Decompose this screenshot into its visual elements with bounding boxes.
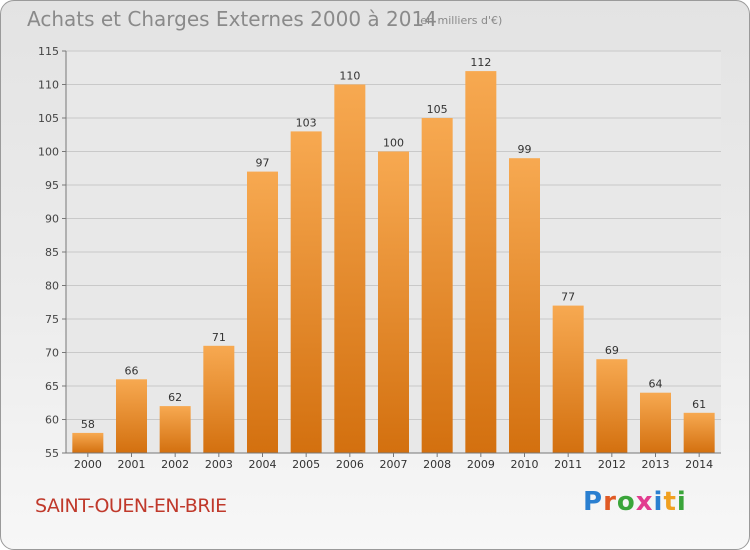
y-tick-label: 115 [38,45,59,58]
data-label-2014: 61 [692,398,706,411]
logo-letter: i [676,487,687,517]
axes: 55 60 65 70 75 80 85 90 95 100 105 110 115 2000 2001 20… [38,45,721,471]
data-label-2008: 105 [427,103,448,116]
bar-2012 [596,359,628,453]
y-tick-label: 80 [45,280,59,293]
x-tick-label-2001: 2001 [118,458,146,471]
bar-2002 [159,406,191,453]
y-tick-label: 70 [45,347,59,360]
y-tick-label: 105 [38,112,59,125]
data-label-2004: 97 [256,157,270,170]
bar-2005 [290,131,322,453]
y-tick-label: 75 [45,313,59,326]
data-label-2011: 77 [561,291,575,304]
logo-letter: r [603,487,617,517]
x-tick-label-2003: 2003 [205,458,233,471]
y-tick-label: 90 [45,213,59,226]
data-label-2002: 62 [168,391,182,404]
bar-2011 [552,305,584,453]
x-tick-label-2002: 2002 [161,458,189,471]
bar-2004 [247,171,278,453]
logo-letter: x [635,487,654,517]
y-tick-label: 65 [45,380,59,393]
bar-2000 [72,432,104,453]
y-tick-label: 100 [38,146,59,159]
data-label-2003: 71 [212,331,226,344]
x-tick-label-2014: 2014 [685,458,713,471]
bar-2010 [509,158,540,453]
bar-2007 [378,151,409,453]
bar-2008 [421,118,453,453]
x-tick-label-2012: 2012 [598,458,626,471]
y-tick-label: 95 [45,179,59,192]
x-tick-label-2006: 2006 [336,458,364,471]
data-label-2007: 100 [383,137,404,150]
logo-letter: P [583,487,604,517]
data-label-2000: 58 [81,418,95,431]
x-tick-label-2007: 2007 [380,458,408,471]
bar-2009 [465,71,497,453]
data-label-2005: 103 [296,116,317,129]
bars: 58 66 62 71 97 103 110 100 105 112 99 77 69 64 61 [72,56,715,453]
commune-name: SAINT-OUEN-EN-BRIE [35,495,227,517]
data-label-2009: 112 [470,56,491,69]
bar-2014 [683,412,715,453]
chart-unit: (en milliers d'€) [416,14,503,27]
bar-2003 [203,345,235,453]
bar-2006 [334,84,366,453]
data-label-2010: 99 [518,143,532,156]
y-tick-label: 110 [38,79,59,92]
chart-title: Achats et Charges Externes 2000 à 2014 [27,7,437,31]
logo-letter: i [653,487,664,517]
x-tick-label-2000: 2000 [74,458,102,471]
bar-2013 [640,392,671,453]
x-tick-label-2009: 2009 [467,458,495,471]
logo-letter: t [663,487,677,517]
data-label-2013: 64 [649,378,663,391]
proxiti-logo[interactable]: Proxiti [583,487,687,517]
y-tick-label: 60 [45,414,59,427]
x-tick-label-2011: 2011 [554,458,582,471]
x-tick-label-2004: 2004 [249,458,277,471]
y-tick-label: 55 [45,447,59,460]
data-label-2012: 69 [605,344,619,357]
x-tick-label-2013: 2013 [642,458,670,471]
x-tick-label-2008: 2008 [423,458,451,471]
bar-2001 [116,379,147,453]
data-label-2001: 66 [125,364,139,377]
logo-letter: o [616,487,636,517]
data-label-2006: 110 [339,70,360,83]
x-tick-label-2005: 2005 [292,458,320,471]
y-tick-label: 85 [45,246,59,259]
x-tick-label-2010: 2010 [511,458,539,471]
